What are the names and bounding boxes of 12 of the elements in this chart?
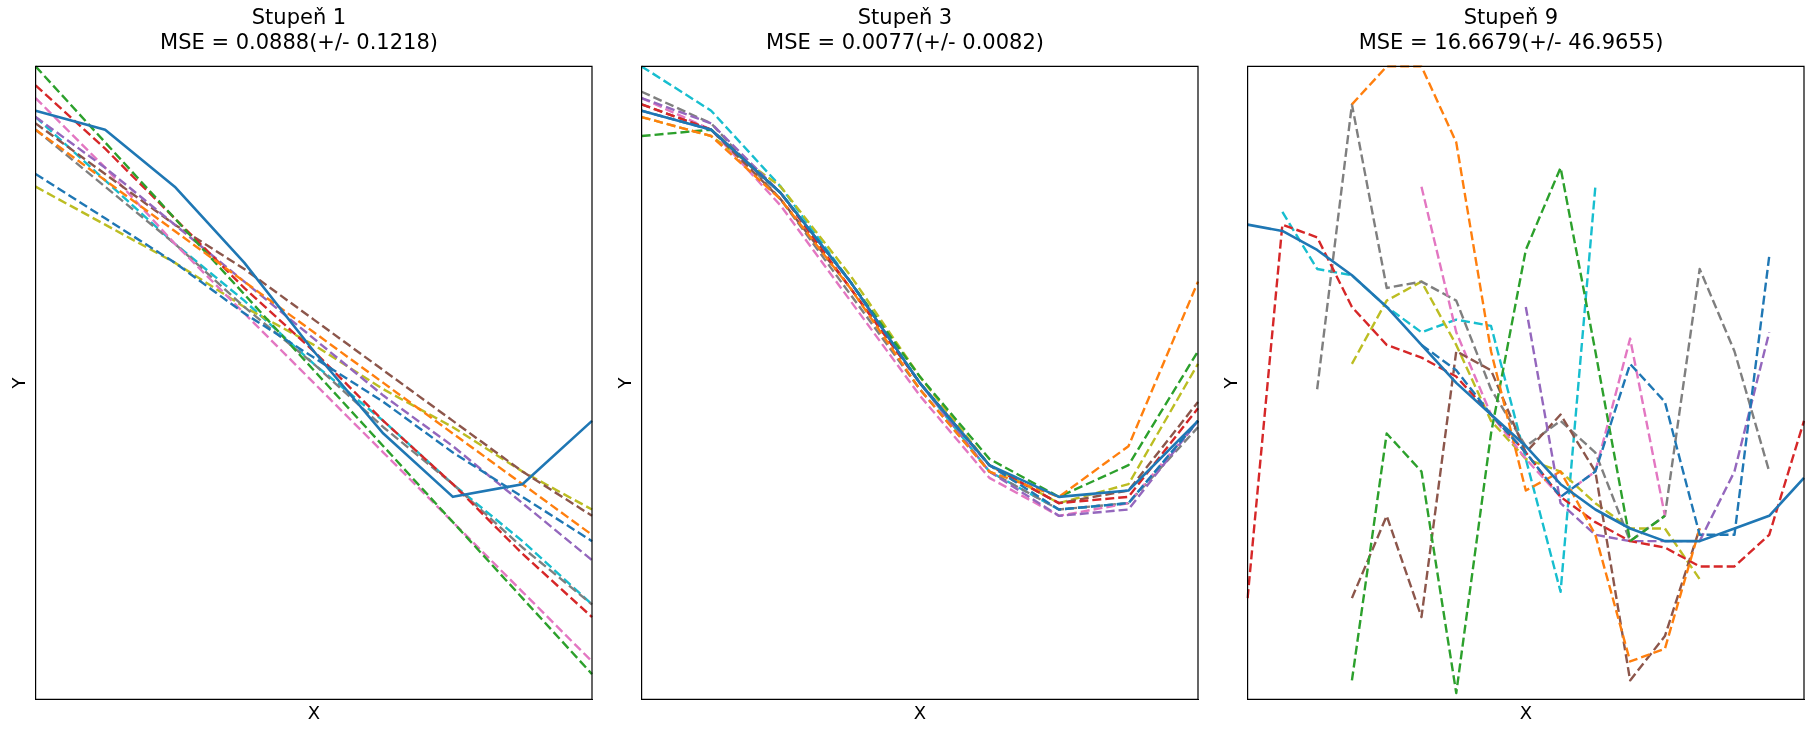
chart-subtitle: MSE = 0.0077(+/- 0.0082) — [766, 30, 1044, 55]
y-axis-title: Y — [1220, 376, 1242, 390]
y-axis-title: Y — [8, 376, 30, 390]
chart-subtitle: MSE = 0.0888(+/- 0.1218) — [160, 30, 438, 55]
chart-subtitle: MSE = 16.6679(+/- 46.9655) — [1358, 30, 1664, 55]
chart-title: Stupeň 3 — [857, 5, 953, 30]
chart-title: Stupeň 1 — [251, 5, 347, 30]
x-axis-title: X — [307, 701, 320, 723]
chart-title: Stupeň 9 — [1463, 5, 1559, 30]
x-axis-title: X — [1519, 701, 1532, 723]
y-axis-title: Y — [614, 376, 636, 390]
x-axis-title: X — [913, 701, 926, 723]
